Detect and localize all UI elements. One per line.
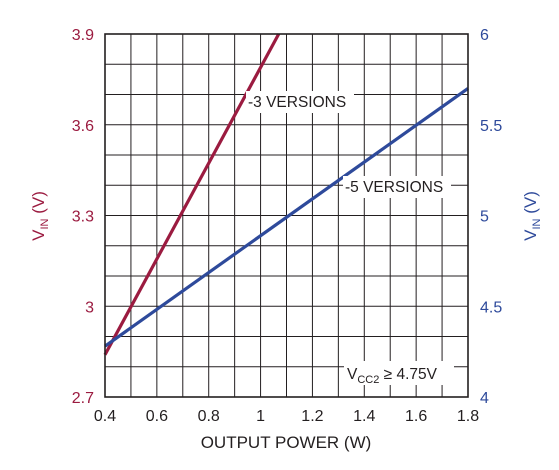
series-5-label-bg: [343, 176, 451, 198]
left-tick-labels: 2.7 3 3.3 3.6 3.9: [72, 27, 94, 407]
left-tick-label: 3.6: [72, 118, 94, 135]
right-axis-title-unit: (V): [521, 191, 540, 218]
x-tick-labels: 0.4 0.6 0.8 1 1.2 1.4 1.6 1.8: [94, 408, 479, 425]
x-tick-label: 1.6: [405, 408, 427, 425]
left-tick-label: 3.3: [72, 209, 94, 226]
series-lines: [103, 33, 469, 356]
right-tick-label: 6: [480, 27, 489, 44]
x-tick-label: 1.2: [301, 408, 323, 425]
right-axis-title-sub: IN: [531, 218, 543, 229]
annotation-rest: ≥ 4.75V: [379, 366, 437, 383]
series-line-0: [103, 33, 281, 356]
left-tick-label: 3.9: [72, 27, 94, 44]
x-tick-label: 1.4: [353, 408, 375, 425]
x-axis-title: OUTPUT POWER (W): [201, 433, 372, 452]
series-5-label: -5 VERSIONS: [345, 179, 443, 196]
left-tick-label: 2.7: [72, 390, 94, 407]
x-tick-label: 0.6: [146, 408, 168, 425]
x-tick-label: 1.8: [457, 408, 479, 425]
right-axis-title: VIN (V): [521, 191, 543, 241]
x-tick-label: 0.8: [198, 408, 220, 425]
left-axis-title-sub: IN: [39, 218, 51, 229]
left-axis-title-main: V: [29, 229, 48, 241]
x-tick-label: 1: [256, 408, 265, 425]
left-axis-title: VIN (V): [29, 191, 51, 241]
right-tick-label: 5: [480, 209, 489, 226]
series-line-1: [104, 87, 469, 348]
annotation-bg: [344, 361, 454, 385]
left-axis-title-unit: (V): [29, 191, 48, 218]
series-3-label-bg: [246, 91, 354, 113]
x-tick-label: 0.4: [94, 408, 116, 425]
right-tick-label: 4.5: [480, 299, 502, 316]
left-tick-label: 3: [85, 299, 94, 316]
right-axis-title-main: V: [521, 229, 540, 241]
right-tick-labels: 4 4.5 5 5.5 6: [480, 27, 502, 407]
right-tick-label: 5.5: [480, 118, 502, 135]
vcc2-annotation: VCC2 ≥ 4.75V: [347, 366, 438, 386]
annotation-main: V: [347, 366, 358, 383]
annotation-sub: CC2: [357, 374, 379, 386]
right-tick-label: 4: [480, 390, 489, 407]
plot-frame: [104, 33, 469, 398]
series-3-label: -3 VERSIONS: [248, 94, 346, 111]
